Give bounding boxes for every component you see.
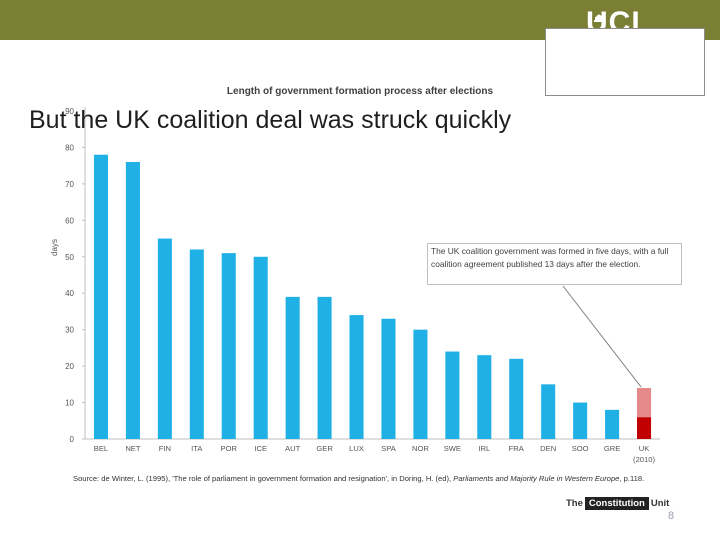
x-tick-label: SOO [572,444,589,453]
x-tick-label: ICE [254,444,267,453]
y-tick-label: 40 [65,289,74,298]
bar-irl [477,355,492,439]
bar-ice [253,256,268,439]
x-tick-label: FRA [509,444,525,453]
logo-the: The [566,498,583,509]
x-tick-label: LUX [349,444,364,453]
source-book-title: Parliaments and Majority Rule in Western… [453,474,620,483]
x-tick-label: BEL [94,444,108,453]
y-tick-label: 30 [65,326,74,335]
logo-placeholder-box [545,28,705,96]
x-tick-label: FIN [159,444,171,453]
bar-gre [605,409,620,439]
x-tick-label: SWE [444,444,461,453]
ucl-dome-icon [594,14,604,22]
logo-unit: Unit [650,498,670,509]
bar-soo [573,402,588,439]
x-tick-label: NOR [412,444,429,453]
x-tick-label: GRE [604,444,620,453]
x-tick-label: GER [316,444,333,453]
bar-spa [381,318,396,439]
y-tick-label: 0 [70,435,75,444]
x-tick-label: DEN [540,444,556,453]
x-tick-label: NET [125,444,141,453]
y-tick-label: 70 [65,180,74,189]
bar-bel [93,154,108,439]
bar-nor [413,329,428,439]
bar-segment-uk [637,387,652,418]
slide-title: But the UK coalition deal was struck qui… [29,106,512,134]
source-citation: Source: de Winter, L. (1995), 'The role … [73,474,644,483]
constitution-unit-logo: The Constitution Unit [566,497,670,510]
y-tick-label: 10 [65,399,74,408]
callout-pointer-line [562,285,642,388]
y-tick-label: 80 [65,143,74,152]
logo-constitution: Constitution [584,497,649,510]
bar-aut [285,296,300,439]
y-tick-label: 60 [65,216,74,225]
bar-den [541,384,556,439]
source-prefix: Source: de Winter, L. (1995), 'The role … [73,474,454,483]
x-tick-sublabel: (2010) [633,455,655,464]
x-tick-label: IRL [478,444,490,453]
x-tick-label: POR [221,444,238,453]
y-axis-label: days [49,239,59,256]
page-number: 8 [668,510,675,522]
x-tick-label: UK [639,444,650,453]
x-tick-label: ITA [191,444,203,453]
bar-lux [349,315,364,439]
y-tick-label: 50 [65,253,74,262]
bar-segment-uk [637,417,652,439]
x-tick-label: SPA [381,444,397,453]
chart-title: Length of government formation process a… [226,86,494,97]
source-suffix: , p.118. [619,474,645,483]
x-tick-label: AUT [285,444,301,453]
y-tick-label: 20 [65,362,74,371]
y-tick-label: 90 [65,107,74,116]
bar-fin [157,238,172,439]
bar-swe [445,351,460,439]
bar-ger [317,296,332,439]
bar-ita [189,249,204,439]
annotation-callout: The UK coalition government was formed i… [427,243,682,285]
bar-fra [509,358,524,439]
bar-por [221,253,236,439]
bar-net [125,162,140,439]
